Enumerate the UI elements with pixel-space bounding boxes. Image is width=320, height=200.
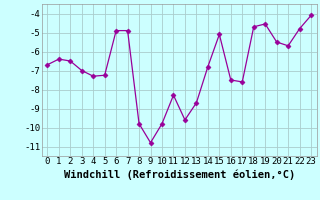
X-axis label: Windchill (Refroidissement éolien,°C): Windchill (Refroidissement éolien,°C) bbox=[64, 169, 295, 180]
